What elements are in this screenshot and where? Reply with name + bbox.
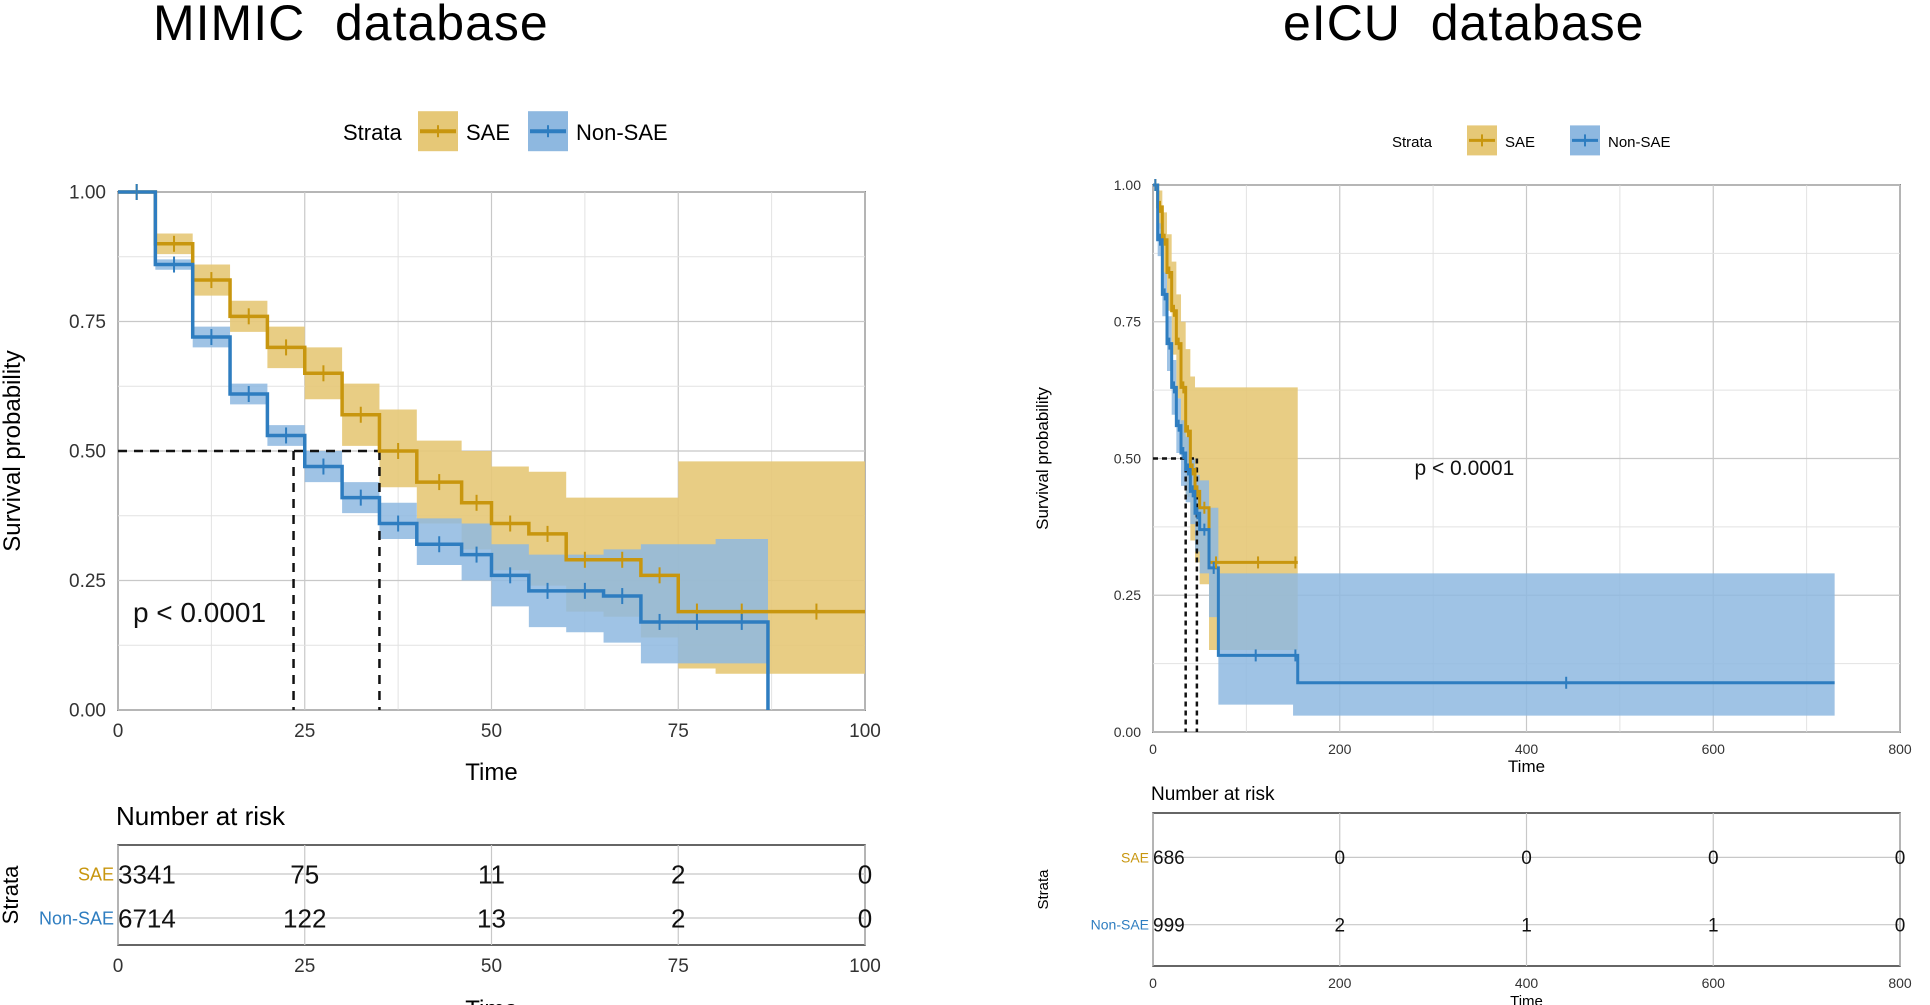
mimic-risk-x-tick-label-0: 0 bbox=[113, 956, 124, 977]
eicu-p-value: p < 0.0001 bbox=[1414, 457, 1514, 480]
mimic-x-axis-label: Time bbox=[465, 759, 517, 786]
eicu-risk-value-0-1: 0 bbox=[1334, 848, 1345, 869]
eicu-risk-value-1-0: 999 bbox=[1153, 916, 1185, 937]
eicu-risk-value-1-4: 0 bbox=[1895, 916, 1906, 937]
mimic-risk-value-0-0: 3341 bbox=[118, 859, 176, 889]
eicu-sae-ci-band bbox=[1153, 185, 1298, 650]
eicu-risk-value-0-2: 0 bbox=[1521, 848, 1532, 869]
mimic-sae-survival-curve bbox=[118, 190, 865, 614]
eicu-nonsae-ci-band bbox=[1153, 185, 1835, 716]
eicu-y-tick-label-4: 1.00 bbox=[1114, 177, 1141, 193]
eicu-risk-value-1-1: 2 bbox=[1334, 916, 1345, 937]
mimic-risk-value-1-1: 122 bbox=[283, 903, 326, 933]
eicu-risk-value-0-0: 686 bbox=[1153, 848, 1185, 869]
mimic-risk-value-1-4: 0 bbox=[858, 903, 872, 933]
eicu-risk-row-label-1: Non-SAE bbox=[1091, 917, 1149, 933]
mimic-nonsae-survival-curve bbox=[118, 190, 770, 710]
mimic-risk-row-label-0: SAE bbox=[78, 864, 114, 884]
mimic-risk-value-0-4: 0 bbox=[858, 859, 872, 889]
eicu-risk-value-0-3: 0 bbox=[1708, 848, 1719, 869]
mimic-risk-value-1-0: 6714 bbox=[118, 903, 176, 933]
mimic-y-tick-label-3: 0.75 bbox=[69, 312, 106, 333]
eicu-risk-value-1-3: 1 bbox=[1708, 916, 1719, 937]
eicu-y-axis-label: Survival probability bbox=[1033, 387, 1052, 530]
eicu-risk-x-tick-label-4: 800 bbox=[1888, 975, 1912, 991]
eicu-risk-value-0-4: 0 bbox=[1895, 848, 1906, 869]
eicu-y-tick-label-3: 0.75 bbox=[1114, 314, 1141, 330]
mimic-risk-table-title: Number at risk bbox=[116, 801, 286, 831]
eicu-panel-title: eICU database bbox=[1283, 0, 1645, 51]
eicu-x-tick-label-4: 800 bbox=[1888, 741, 1912, 757]
eicu-risk-x-tick-label-3: 600 bbox=[1702, 975, 1726, 991]
mimic-p-value: p < 0.0001 bbox=[133, 597, 266, 628]
mimic-x-tick-label-1: 25 bbox=[294, 721, 315, 742]
eicu-risk-x-tick-label-1: 200 bbox=[1328, 975, 1352, 991]
eicu-x-tick-label-3: 600 bbox=[1702, 741, 1726, 757]
mimic-y-tick-label-0: 0.00 bbox=[69, 701, 106, 722]
eicu-risk-table-title: Number at risk bbox=[1151, 784, 1275, 805]
mimic-y-tick-label-4: 1.00 bbox=[69, 183, 106, 204]
mimic-risk-x-tick-label-3: 75 bbox=[668, 956, 689, 977]
eicu-risk-y-axis-label: Strata bbox=[1035, 869, 1052, 910]
mimic-nonsae-ci-band bbox=[118, 192, 768, 710]
mimic-y-axis-label: Survival probability bbox=[0, 350, 26, 551]
eicu-legend-label-0: SAE bbox=[1505, 134, 1535, 151]
mimic-risk-x-tick-label-2: 50 bbox=[481, 956, 502, 977]
mimic-legend-title: Strata bbox=[343, 120, 402, 145]
mimic-risk-x-tick-label-4: 100 bbox=[849, 956, 881, 977]
eicu-legend-title: Strata bbox=[1392, 134, 1433, 151]
eicu-legend-label-1: Non-SAE bbox=[1608, 134, 1671, 151]
mimic-risk-y-axis-label: Strata bbox=[0, 865, 23, 924]
eicu-risk-row-label-0: SAE bbox=[1121, 849, 1149, 865]
mimic-risk-value-1-2: 13 bbox=[477, 903, 506, 933]
eicu-y-tick-label-2: 0.50 bbox=[1114, 450, 1141, 466]
mimic-panel-title: MIMIC database bbox=[153, 0, 549, 51]
eicu-y-tick-label-0: 0.00 bbox=[1114, 724, 1141, 740]
mimic-risk-value-0-3: 2 bbox=[671, 859, 685, 889]
eicu-risk-x-tick-label-0: 0 bbox=[1149, 975, 1157, 991]
mimic-risk-value-0-1: 75 bbox=[290, 859, 319, 889]
mimic-x-tick-label-0: 0 bbox=[113, 721, 124, 742]
mimic-y-tick-label-2: 0.50 bbox=[69, 442, 106, 463]
mimic-x-tick-label-3: 75 bbox=[668, 721, 689, 742]
mimic-risk-x-tick-label-1: 25 bbox=[294, 956, 315, 977]
eicu-x-axis-label: Time bbox=[1508, 757, 1545, 776]
eicu-risk-value-1-2: 1 bbox=[1521, 916, 1532, 937]
eicu-x-tick-label-1: 200 bbox=[1328, 741, 1352, 757]
mimic-risk-x-axis-label: Time bbox=[465, 996, 517, 1005]
mimic-y-tick-label-1: 0.25 bbox=[69, 571, 106, 592]
mimic-legend-label-0: SAE bbox=[466, 120, 510, 145]
mimic-risk-value-1-3: 2 bbox=[671, 903, 685, 933]
eicu-y-tick-label-1: 0.25 bbox=[1114, 587, 1141, 603]
mimic-x-tick-label-2: 50 bbox=[481, 721, 502, 742]
eicu-risk-x-axis-label: Time bbox=[1510, 993, 1543, 1005]
eicu-x-tick-label-2: 400 bbox=[1515, 741, 1539, 757]
mimic-legend-label-1: Non-SAE bbox=[576, 120, 668, 145]
mimic-x-tick-label-4: 100 bbox=[849, 721, 881, 742]
mimic-risk-row-label-1: Non-SAE bbox=[39, 908, 114, 928]
mimic-risk-value-0-2: 11 bbox=[478, 859, 505, 889]
eicu-risk-x-tick-label-2: 400 bbox=[1515, 975, 1539, 991]
eicu-x-tick-label-0: 0 bbox=[1149, 741, 1157, 757]
